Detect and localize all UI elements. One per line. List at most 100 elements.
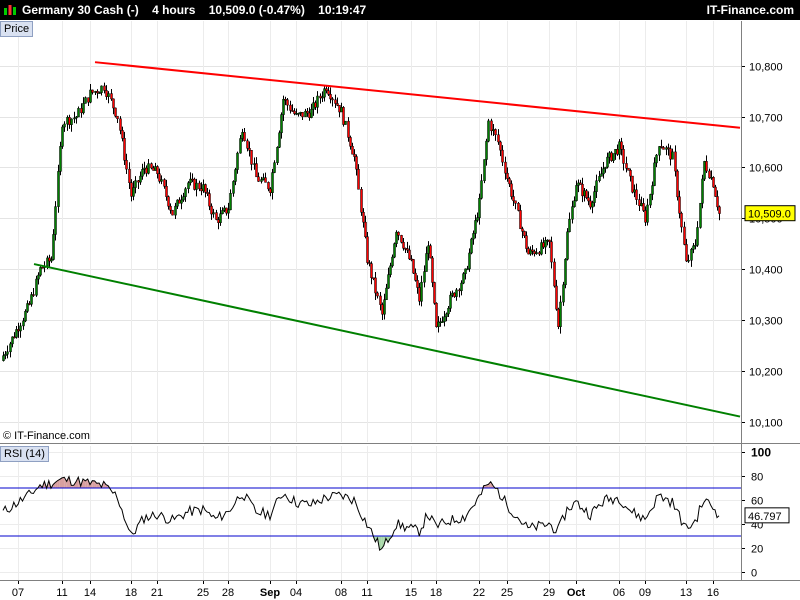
candle-bull (295, 113, 298, 115)
candle-bull (282, 98, 285, 115)
candle-bull (618, 141, 621, 155)
candle-bull (299, 112, 302, 114)
candle-bear (435, 302, 438, 328)
candle-bear (616, 149, 619, 155)
candle-bear (204, 184, 207, 193)
candle-bull (180, 199, 183, 204)
candle-bull (710, 177, 713, 179)
date-tick-label: 18 (125, 587, 137, 599)
candle-bear (581, 184, 584, 197)
candle-bull (568, 218, 571, 233)
candle-bull (427, 245, 430, 254)
candle-bull (646, 204, 649, 223)
candle-bull (276, 147, 279, 163)
candle-bear (191, 178, 194, 181)
candle-bull (591, 202, 594, 208)
candle-bull (174, 205, 177, 216)
candle-bull (297, 113, 300, 115)
candle-bear (103, 85, 106, 91)
rsi-overbought-area (103, 481, 106, 488)
date-tick-label: 11 (361, 587, 372, 599)
rsi-extreme-fills (37, 476, 496, 551)
candle-bear (364, 221, 367, 238)
candle-bear (208, 193, 211, 207)
candle-bull (600, 173, 603, 177)
candle-bull (699, 202, 702, 228)
last-quote: 10,509.0 (-0.47%) (208, 3, 305, 17)
rsi-tick-label: 20 (751, 544, 763, 556)
rsi-overbought-area (92, 480, 95, 488)
candle-bear (355, 156, 358, 170)
candle-bear (531, 249, 534, 252)
candle-bull (280, 114, 283, 134)
candle-bear (627, 167, 630, 171)
candle-bull (73, 117, 76, 120)
candle-bull (262, 177, 265, 180)
candle-bear (579, 182, 582, 185)
candle-bear (490, 120, 493, 132)
candle-bear (200, 188, 203, 192)
candle-bear (370, 263, 373, 278)
candle-bear (372, 277, 375, 279)
candle-bear (412, 259, 415, 274)
candle-bull (57, 171, 60, 207)
date-tick-label: 15 (405, 587, 417, 599)
candle-bear (119, 118, 122, 131)
candle-bull (480, 180, 483, 199)
price-panel-label: Price (0, 21, 34, 37)
rsi-overbought-area (488, 481, 491, 488)
candle-bull (4, 353, 7, 356)
candle-bull (651, 185, 654, 195)
candle-bull (633, 189, 636, 193)
candle-bull (445, 313, 448, 318)
candle-bull (529, 249, 532, 255)
rsi-tick-label: 0 (751, 568, 757, 580)
candle-bull (260, 179, 263, 182)
candle-bear (293, 110, 296, 114)
candle-bull (665, 147, 668, 150)
candle-bull (595, 180, 598, 192)
candle-bull (26, 303, 29, 312)
candle-bear (714, 186, 717, 197)
candle-bear (506, 172, 509, 179)
date-tick-label: 08 (335, 587, 347, 599)
candle-bull (59, 146, 62, 172)
rsi-panel-label: RSI (14) (0, 446, 49, 462)
candle-bull (466, 268, 469, 271)
candle-bear (642, 203, 645, 211)
candle-bull (478, 197, 481, 218)
candle-bear (510, 183, 513, 197)
candle-bear (431, 257, 434, 283)
candle-bull (154, 166, 157, 171)
candle-bear (514, 200, 517, 204)
candle-bear (458, 289, 461, 292)
candle-bear (644, 210, 647, 223)
candle-bear (171, 209, 174, 216)
candle-bear (167, 196, 170, 207)
candle-bear (620, 141, 623, 150)
candle-bear (125, 159, 128, 170)
candle-bull (239, 138, 242, 154)
candle-bull (391, 256, 394, 267)
brand-name: IT-Finance.com (706, 3, 794, 17)
last-rsi-tag-text: 46.797 (748, 511, 782, 523)
resistance-trendline[interactable] (94, 61, 741, 129)
candle-bear (402, 241, 405, 249)
candle-bull (323, 88, 326, 98)
candle-bear (429, 245, 432, 259)
price-panel[interactable]: 10,80010,70010,60010,50010,40010,30010,2… (0, 21, 800, 442)
candle-bear (548, 239, 551, 243)
candle-bull (694, 244, 697, 247)
candle-bull (487, 120, 490, 142)
candle-bear (360, 189, 363, 213)
candle-bull (701, 178, 704, 204)
support-trendline[interactable] (33, 263, 741, 418)
candle-bear (347, 120, 350, 138)
candle-bear (494, 129, 497, 136)
candle-bear (504, 161, 507, 174)
date-tick-label: 07 (12, 587, 24, 599)
candle-bear (264, 177, 267, 183)
rsi-oversold-area (379, 536, 382, 551)
